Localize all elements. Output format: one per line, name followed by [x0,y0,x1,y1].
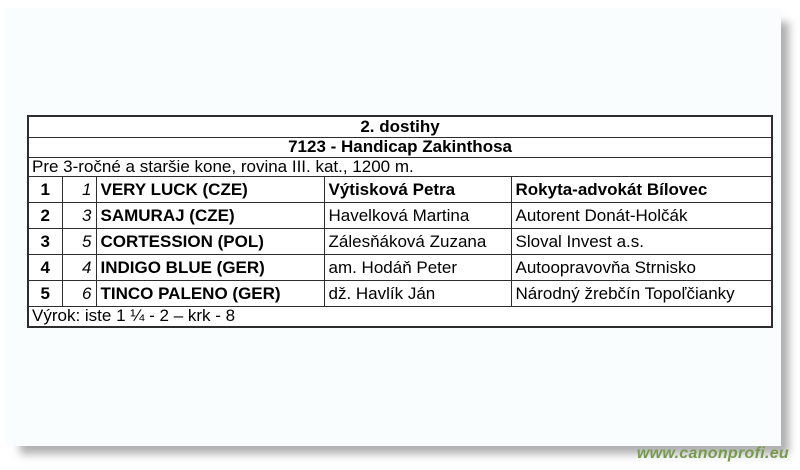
jockey-cell: dž. Havlík Ján [323,280,512,308]
position-cell: 2 [27,202,63,230]
start-number-cell: 5 [61,228,97,256]
race-name-row: 7123 - Handicap Zakinthosa [27,137,773,158]
race-conditions-row: Pre 3-ročné a staršie kone, rovina III. … [27,156,773,178]
position-cell: 3 [27,228,63,256]
table-row: 5 6 TINCO PALENO (GER) dž. Havlík Ján Ná… [27,280,773,308]
owner-cell: Autoopravovňa Strnisko [510,254,773,282]
owner-cell: Autorent Donát-Holčák [510,202,773,230]
verdict-row: Výrok: iste 1 ¼ - 2 – krk - 8 [27,306,773,328]
horse-name-cell: SAMURAJ (CZE) [95,202,325,230]
owner-cell: Rokyta-advokát Bílovec [510,176,773,204]
horse-name-cell: VERY LUCK (CZE) [95,176,325,204]
race-name-title: 7123 - Handicap Zakinthosa [27,137,773,158]
position-cell: 4 [27,254,63,282]
jockey-cell: Zálesňáková Zuzana [323,228,512,256]
horse-name-cell: TINCO PALENO (GER) [95,280,325,308]
start-number-cell: 3 [61,202,97,230]
race-conditions-text: Pre 3-ročné a staršie kone, rovina III. … [27,156,773,178]
race-session-row: 2. dostihy [27,115,773,138]
watermark-text: www.canonprofi.eu [636,445,789,462]
owner-cell: Národný žrebčín Topoľčianky [510,280,773,308]
table-row: 2 3 SAMURAJ (CZE) Havelková Martina Auto… [27,202,773,230]
table-row: 4 4 INDIGO BLUE (GER) am. Hodáň Peter Au… [27,254,773,282]
horse-name-cell: CORTESSION (POL) [95,228,325,256]
race-results-table: 2. dostihy 7123 - Handicap Zakinthosa Pr… [27,115,774,329]
jockey-cell: Havelková Martina [323,202,512,230]
jockey-cell: am. Hodáň Peter [323,254,512,282]
table-row: 3 5 CORTESSION (POL) Zálesňáková Zuzana … [27,228,773,256]
start-number-cell: 4 [61,254,97,282]
owner-cell: Sloval Invest a.s. [510,228,773,256]
table-row: 1 1 VERY LUCK (CZE) Výtisková Petra Roky… [27,176,773,204]
race-session-title: 2. dostihy [27,115,773,138]
verdict-text: Výrok: iste 1 ¼ - 2 – krk - 8 [27,306,773,328]
position-cell: 1 [27,176,63,204]
document-page: 2. dostihy 7123 - Handicap Zakinthosa Pr… [6,8,781,446]
start-number-cell: 6 [61,280,97,308]
start-number-cell: 1 [61,176,97,204]
horse-name-cell: INDIGO BLUE (GER) [95,254,325,282]
position-cell: 5 [27,280,63,308]
jockey-cell: Výtisková Petra [323,176,512,204]
